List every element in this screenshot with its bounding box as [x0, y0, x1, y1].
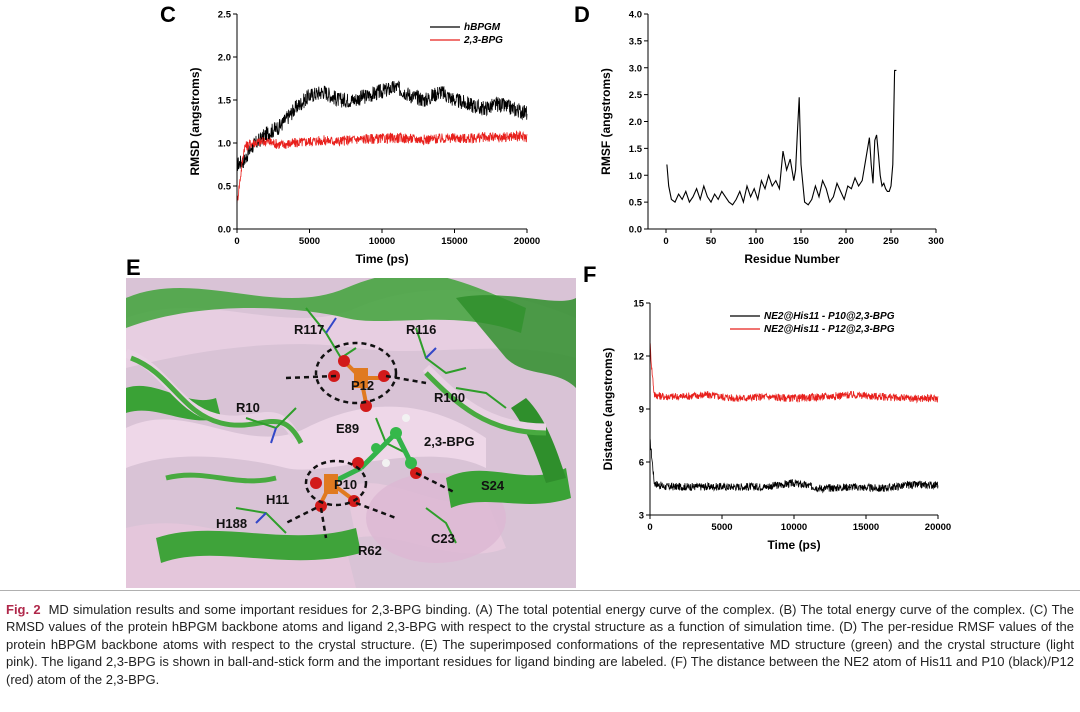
chart-d-xlabel: Residue Number — [744, 252, 840, 266]
caption-divider — [0, 590, 1080, 591]
chart-f-ytick-label: 9 — [639, 405, 644, 416]
chart-f-ylabel: Distance (angstroms) — [601, 348, 615, 471]
chart-d-ylabel: RMSF (angstroms) — [599, 68, 613, 175]
chart-c-ytick-label: 0.0 — [218, 225, 231, 236]
label-r62: R62 — [358, 543, 382, 558]
chart-c-xtick-label: 5000 — [299, 236, 320, 247]
label-c23: C23 — [431, 531, 455, 546]
chart-d-xtick-label: 100 — [748, 236, 764, 247]
panel-label-c: C — [160, 2, 176, 27]
chart-c-ytick-label: 0.5 — [218, 182, 232, 193]
chart-c-xtick-label: 10000 — [369, 236, 395, 247]
label-h188: H188 — [216, 516, 247, 531]
chart-c-xtick-label: 15000 — [441, 236, 467, 247]
figure-label: Fig. 2 — [6, 602, 41, 617]
label-r10: R10 — [236, 400, 260, 415]
label-p12: P12 — [351, 378, 374, 393]
chart-d-ytick-label: 1.0 — [629, 171, 642, 182]
chart-f-xtick-label: 20000 — [925, 522, 951, 533]
caption-text: MD simulation results and some important… — [6, 602, 1074, 687]
chart-f-series-1 — [649, 343, 939, 404]
chart-d-ytick-label: 0.0 — [629, 225, 642, 236]
chart-f-ytick-label: 15 — [633, 299, 644, 310]
panel-label-e: E — [126, 255, 141, 280]
chart-f-distance: 3 6 9 12 15 0 5000 10000 15000 20000 Time (ps) Dist… — [601, 299, 951, 553]
figure-caption: Fig. 2 MD simulation results and some imp… — [6, 601, 1074, 688]
label-r117: R117 — [294, 322, 324, 337]
chart-f-xtick-label: 15000 — [853, 522, 879, 533]
label-e89: E89 — [336, 421, 359, 436]
chart-f-xtick-label: 10000 — [781, 522, 807, 533]
chart-d-xtick-label: 300 — [928, 236, 944, 247]
chart-c-ytick-label: 2.5 — [218, 10, 232, 21]
chart-d-rmsf: 0.0 0.5 1.0 1.5 2.0 2.5 3.0 3.5 4.0 0 50 100 150 200 2… — [599, 10, 944, 267]
chart-f-ytick-label: 3 — [639, 511, 644, 522]
chart-f-ytick-label: 12 — [633, 352, 644, 363]
chart-d-xtick-label: 0 — [663, 236, 668, 247]
chart-f-legend-label: NE2@His11 - P10@2,3-BPG — [764, 311, 895, 322]
label-2-3-bpg: 2,3-BPG — [424, 434, 475, 449]
chart-d-ytick-label: 0.5 — [629, 198, 643, 209]
chart-d-xtick-label: 250 — [883, 236, 899, 247]
chart-f-series-0 — [649, 437, 939, 494]
chart-d-xtick-label: 50 — [706, 236, 717, 247]
chart-c-series-1 — [236, 130, 528, 208]
label-p10: P10 — [334, 477, 357, 492]
chart-c-xtick-label: 0 — [234, 236, 239, 247]
chart-d-ytick-label: 2.5 — [629, 90, 643, 101]
chart-c-xtick-label: 20000 — [514, 236, 540, 247]
chart-c-ylabel: RMSD (angstroms) — [188, 67, 202, 175]
chart-f-xtick-label: 5000 — [711, 522, 732, 533]
label-s24: S24 — [481, 478, 505, 493]
chart-d-ytick-label: 3.5 — [629, 36, 643, 47]
chart-c-series-0 — [236, 80, 528, 171]
chart-c-xlabel: Time (ps) — [355, 252, 408, 266]
chart-c-rmsd: 0.0 0.5 1.0 1.5 2.0 2.5 0 5000 10000 15000 20000 Ti… — [188, 10, 540, 267]
chart-c-ytick-label: 1.5 — [218, 96, 232, 107]
chart-d-ytick-label: 1.5 — [629, 144, 643, 155]
chart-c-legend-label: 2,3-BPG — [463, 35, 503, 46]
chart-f-xtick-label: 0 — [647, 522, 652, 533]
label-r116: R116 — [406, 322, 436, 337]
chart-f-legend-label: NE2@His11 - P12@2,3-BPG — [764, 324, 895, 335]
chart-c-legend-label: hBPGM — [464, 22, 501, 33]
chart-d-ytick-label: 3.0 — [629, 63, 642, 74]
chart-d-series-0 — [666, 69, 897, 206]
panel-label-f: F — [583, 262, 597, 287]
chart-c-ytick-label: 1.0 — [218, 139, 231, 150]
label-h11: H11 — [266, 492, 289, 507]
panel-label-d: D — [574, 2, 590, 27]
chart-f-ytick-label: 6 — [639, 458, 644, 469]
label-r100: R100 — [434, 390, 465, 405]
chart-d-ytick-label: 2.0 — [629, 117, 642, 128]
chart-f-xlabel: Time (ps) — [767, 538, 820, 552]
chart-c-ytick-label: 2.0 — [218, 53, 231, 64]
chart-d-xtick-label: 150 — [793, 236, 809, 247]
chart-d-ytick-label: 4.0 — [629, 10, 642, 21]
chart-d-xtick-label: 200 — [838, 236, 854, 247]
structure-image-e: R117 R116 P12 R10 R100 E89 2,3-BPG P10 H… — [126, 278, 576, 588]
